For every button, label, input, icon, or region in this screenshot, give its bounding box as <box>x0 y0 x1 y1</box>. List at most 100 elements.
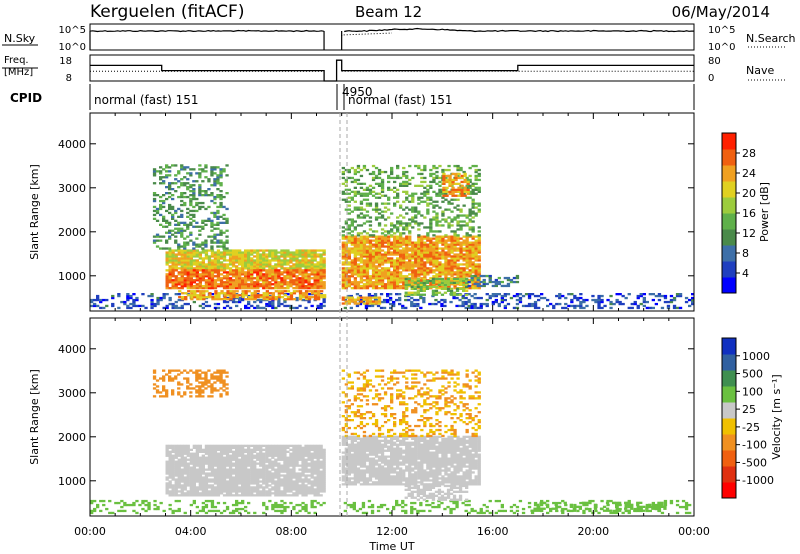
range-gate-cell <box>265 296 269 299</box>
range-gate-cell <box>190 294 194 297</box>
range-gate-cell <box>411 253 415 256</box>
range-gate-cell <box>247 279 251 282</box>
range-gate-cell <box>456 275 460 278</box>
range-gate-cell <box>283 253 287 256</box>
range-gate-cell <box>183 464 187 467</box>
range-gate-cell <box>216 221 220 224</box>
range-gate-cell <box>189 199 193 203</box>
range-gate-cell <box>423 235 427 238</box>
range-gate-cell <box>159 298 163 302</box>
range-gate-cell <box>238 267 242 270</box>
range-gate-cell <box>189 255 193 258</box>
range-gate-cell <box>253 290 257 293</box>
range-gate-cell <box>423 253 427 256</box>
range-gate-cell <box>615 293 619 296</box>
range-gate-cell <box>399 206 403 209</box>
range-gate-cell <box>204 257 209 260</box>
range-gate-cell <box>485 509 489 513</box>
range-gate-cell <box>225 279 230 282</box>
range-gate-cell <box>474 170 478 174</box>
range-gate-cell <box>210 255 215 258</box>
range-gate-cell <box>247 277 251 280</box>
range-gate-cell <box>467 298 471 302</box>
range-gate-cell <box>458 304 462 308</box>
range-gate-cell <box>195 172 199 175</box>
range-gate-cell <box>319 287 323 290</box>
range-gate-cell <box>168 223 172 226</box>
range-gate-cell <box>222 265 227 268</box>
range-gate-cell <box>180 203 184 207</box>
range-gate-cell <box>456 243 460 246</box>
range-gate-cell <box>500 298 504 302</box>
colorbar-tick-label: 12 <box>742 227 756 240</box>
range-gate-cell <box>168 466 172 469</box>
range-gate-cell <box>190 298 194 301</box>
range-gate-cell <box>432 255 436 258</box>
range-gate-cell <box>666 306 671 310</box>
range-gate-cell <box>356 283 361 286</box>
range-gate-cell <box>425 499 429 503</box>
range-gate-cell <box>274 505 278 509</box>
range-gate-cell <box>216 245 220 248</box>
range-gate-cell <box>280 503 284 507</box>
range-gate-cell <box>462 214 466 217</box>
range-gate-cell <box>449 509 453 513</box>
range-gate-cell <box>277 273 281 276</box>
range-gate-cell <box>152 172 157 175</box>
range-gate-cell <box>183 279 187 282</box>
range-gate-cell <box>210 488 215 491</box>
range-gate-cell <box>207 279 212 282</box>
range-gate-cell <box>171 306 175 310</box>
range-gate-cell <box>371 235 376 238</box>
range-gate-cell <box>186 490 190 493</box>
range-gate-cell <box>126 298 130 302</box>
range-gate-cell <box>500 300 504 304</box>
range-gate-cell <box>222 271 227 274</box>
range-gate-cell <box>155 207 160 211</box>
range-gate-cell <box>463 174 467 178</box>
range-gate-cell <box>380 237 385 240</box>
range-gate-cell <box>606 499 610 503</box>
range-gate-cell <box>165 269 169 272</box>
range-gate-cell <box>353 239 357 242</box>
range-gate-cell <box>367 505 372 509</box>
range-gate-cell <box>488 276 492 280</box>
range-gate-cell <box>411 265 415 268</box>
range-gate-cell <box>241 265 245 268</box>
range-gate-cell <box>210 503 215 507</box>
range-gate-cell <box>298 290 303 293</box>
range-gate-cell <box>353 206 357 209</box>
range-gate-cell <box>387 196 391 199</box>
range-gate-cell <box>181 296 185 299</box>
range-gate-cell <box>435 283 439 286</box>
range-gate-cell <box>494 511 498 515</box>
range-gate-cell <box>549 302 553 306</box>
range-gate-cell <box>663 294 668 298</box>
range-gate-cell <box>189 197 193 201</box>
range-gate-cell <box>274 281 278 284</box>
range-gate-cell <box>277 290 281 293</box>
range-gate-cell <box>422 293 426 296</box>
range-gate-cell <box>228 456 233 459</box>
range-gate-cell <box>298 304 302 308</box>
range-gate-cell <box>219 456 224 459</box>
range-gate-cell <box>347 277 351 280</box>
range-gate-cell <box>247 283 251 286</box>
range-gate-cell <box>374 269 379 272</box>
range-gate-cell <box>399 249 403 252</box>
range-gate-cell <box>444 263 448 266</box>
range-gate-cell <box>256 257 260 260</box>
range-gate-cell <box>420 176 424 180</box>
range-gate-cell <box>213 215 217 218</box>
range-gate-cell <box>448 182 452 185</box>
range-gate-cell <box>414 220 418 223</box>
range-gate-cell <box>344 255 348 258</box>
range-gate-cell <box>444 245 448 248</box>
range-gate-cell <box>350 237 354 240</box>
range-gate-cell <box>474 285 478 288</box>
range-gate-cell <box>196 296 200 299</box>
range-gate-cell <box>216 209 220 213</box>
freq-panel: Freq. [MHz] 18 8 80 0 Nave <box>2 54 786 84</box>
range-gate-cell <box>371 275 376 278</box>
range-gate-cell <box>310 277 314 280</box>
